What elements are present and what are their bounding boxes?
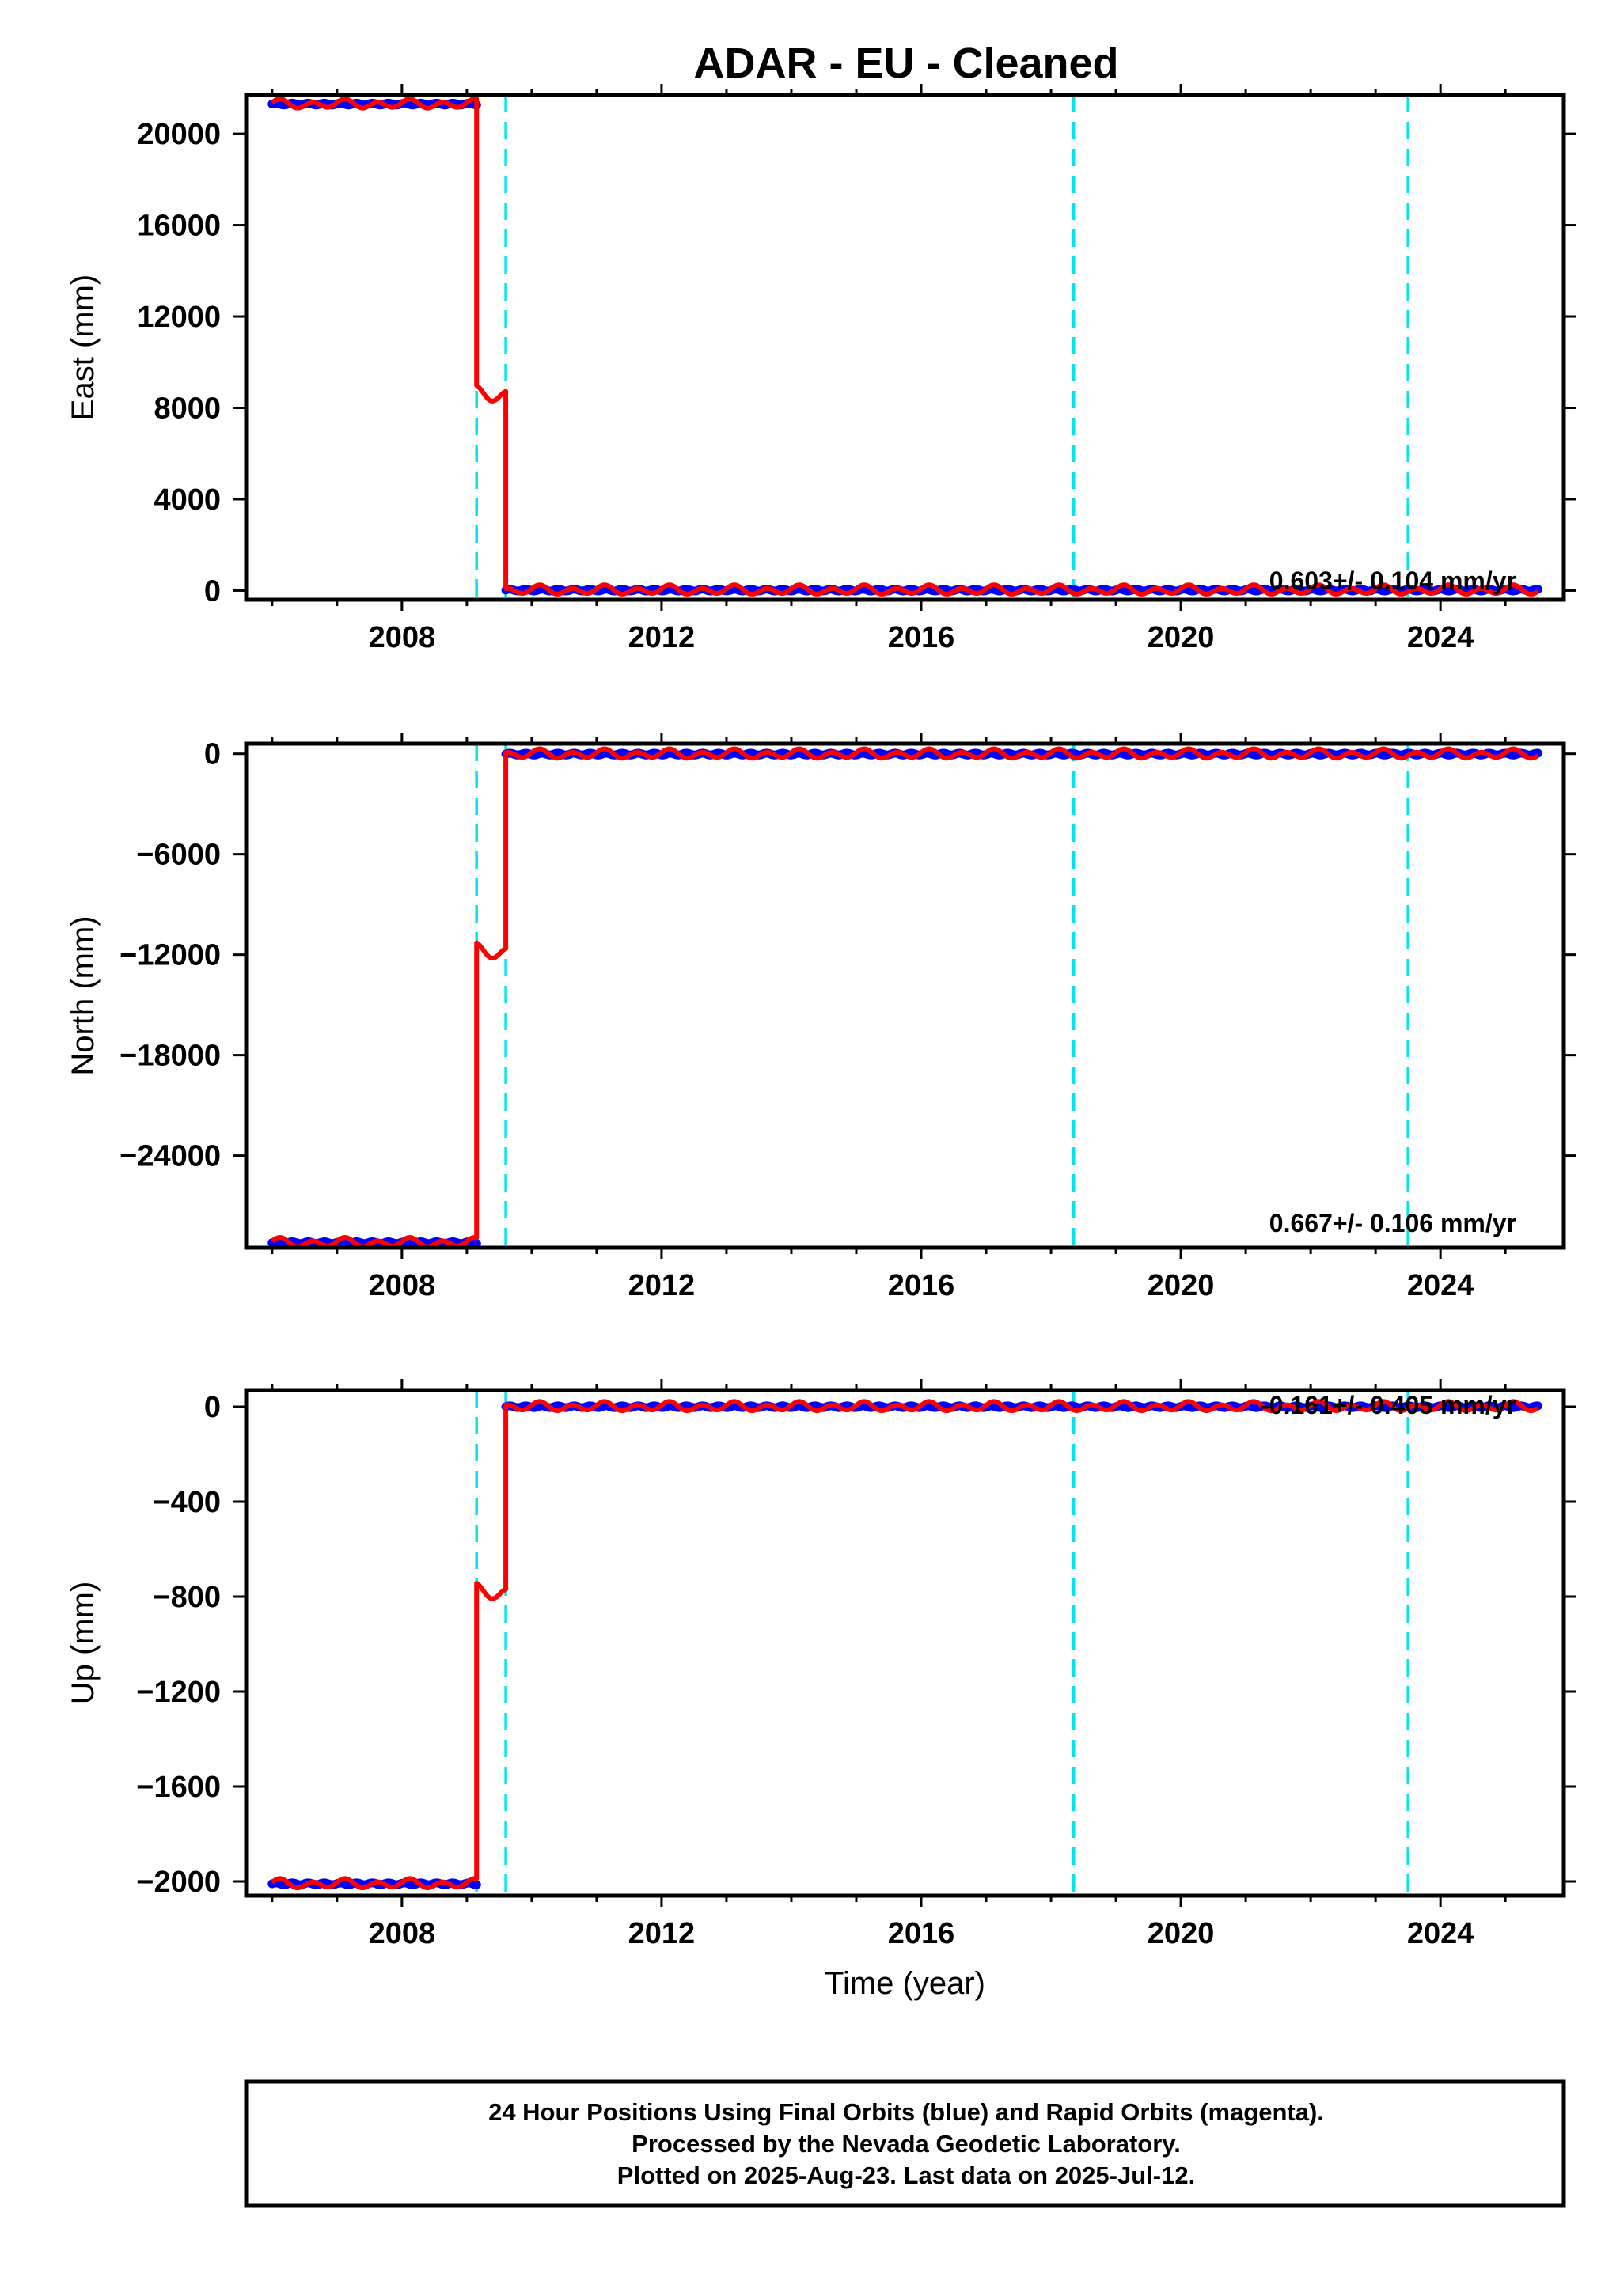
footer-line-1: 24 Hour Positions Using Final Orbits (bl… bbox=[488, 2098, 1324, 2126]
x-tick-label: 2008 bbox=[369, 1269, 436, 1302]
plot-area bbox=[267, 744, 1542, 1248]
y-tick-label: −6000 bbox=[136, 839, 221, 872]
x-tick-label: 2020 bbox=[1148, 1917, 1215, 1950]
y-axis-label: North (mm) bbox=[66, 915, 101, 1075]
y-tick-label: 20000 bbox=[137, 118, 221, 151]
y-tick-label: −400 bbox=[153, 1486, 221, 1519]
panel-north: 2008 2012 2016 2020 2024 0 −6000 −12000 −18000 −2… bbox=[66, 733, 1576, 1302]
y-tick-label: 16000 bbox=[137, 210, 221, 243]
x-tick-label: 2016 bbox=[888, 1917, 955, 1950]
y-tick-label: −800 bbox=[153, 1581, 221, 1614]
x-tick-label: 2020 bbox=[1148, 621, 1215, 654]
y-tick-label: 0 bbox=[204, 574, 221, 608]
x-axis-label: Time (year) bbox=[825, 1966, 985, 2001]
rate-annotation: 0.667+/- 0.106 mm/yr bbox=[1269, 1209, 1516, 1237]
footer-box: 24 Hour Positions Using Final Orbits (bl… bbox=[244, 2079, 1566, 2208]
y-tick-label: −18000 bbox=[120, 1040, 221, 1073]
rate-annotation: 0.603+/- 0.104 mm/yr bbox=[1269, 566, 1516, 595]
x-tick-label: 2012 bbox=[628, 1269, 696, 1302]
footer-line-3: Plotted on 2025-Aug-23. Last data on 202… bbox=[617, 2161, 1195, 2189]
x-tick-label: 2012 bbox=[628, 1917, 696, 1950]
y-tick-label: 8000 bbox=[154, 392, 221, 426]
plot-area bbox=[267, 95, 1542, 600]
plot-frame bbox=[244, 93, 1566, 602]
plot-area bbox=[267, 1390, 1542, 1896]
rate-annotation: -0.161+/- 0.405 mm/yr bbox=[1261, 1391, 1516, 1419]
y-tick-label: 12000 bbox=[137, 301, 221, 334]
y-axis-label: East (mm) bbox=[66, 275, 101, 420]
model-fit-line bbox=[270, 746, 1539, 1248]
y-tick-label: 4000 bbox=[154, 483, 221, 517]
chart-title: ADAR - EU - Cleaned bbox=[693, 40, 1118, 87]
x-tick-label: 2016 bbox=[888, 621, 955, 654]
x-tick-label: 2020 bbox=[1148, 1269, 1215, 1302]
y-tick-label: −1600 bbox=[136, 1771, 221, 1804]
panel-up: 2008 2012 2016 2020 2024 0 −400 −800 −1200 −1600 −… bbox=[66, 1379, 1576, 2001]
y-tick-label: −1200 bbox=[136, 1676, 221, 1709]
x-tick-label: 2024 bbox=[1407, 621, 1474, 654]
footer-frame bbox=[244, 2079, 1566, 2208]
plot-frame bbox=[244, 741, 1566, 1250]
y-tick-label: −24000 bbox=[120, 1140, 221, 1173]
x-tick-label: 2008 bbox=[369, 621, 436, 654]
footer-line-2: Processed by the Nevada Geodetic Laborat… bbox=[632, 2130, 1181, 2158]
y-tick-label: −2000 bbox=[136, 1866, 221, 1899]
plot-frame bbox=[244, 1388, 1566, 1898]
panel-east: 2008 2012 2016 2020 2024 0 4000 8000 12000 16000 2… bbox=[66, 84, 1576, 654]
model-fit-line bbox=[271, 1399, 1539, 1891]
x-tick-label: 2024 bbox=[1407, 1269, 1474, 1302]
y-tick-label: −12000 bbox=[120, 939, 221, 972]
y-tick-label: 0 bbox=[204, 1391, 221, 1424]
x-tick-label: 2008 bbox=[369, 1917, 436, 1950]
x-tick-label: 2016 bbox=[888, 1269, 955, 1302]
y-tick-label: 0 bbox=[204, 738, 221, 771]
x-tick-label: 2024 bbox=[1407, 1917, 1474, 1950]
x-tick-label: 2012 bbox=[628, 621, 696, 654]
y-axis-label: Up (mm) bbox=[66, 1582, 101, 1705]
model-fit-line bbox=[270, 96, 1539, 597]
